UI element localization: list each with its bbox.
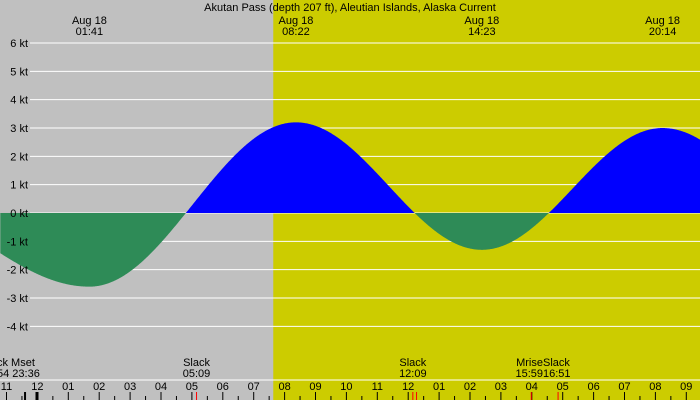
x-tick-label: 04 <box>155 381 167 393</box>
extreme-time-label: 08:22 <box>282 26 310 38</box>
event-time: 05:09 <box>183 368 211 380</box>
y-tick-label: 1 kt <box>10 180 28 192</box>
event-label: ck Mset <box>0 357 35 369</box>
x-tick-label: 03 <box>495 381 507 393</box>
x-tick-label: 10 <box>340 381 352 393</box>
x-axis-ticks: 11 12 01 02 03 04 05 06 07 08 09 10 11 12 01 02 03 04 05 06… <box>0 379 700 400</box>
y-tick-label: 5 kt <box>10 66 28 78</box>
event-label: Slack <box>399 357 426 369</box>
extreme-date-label: Aug 18 <box>464 15 499 27</box>
x-tick-label: 05 <box>557 381 569 393</box>
event-time: 16:51 <box>543 368 571 380</box>
y-tick-label: 4 kt <box>10 95 28 107</box>
x-tick-label: 04 <box>526 381 538 393</box>
extreme-time-label: 14:23 <box>468 26 496 38</box>
chart-title: Akutan Pass (depth 207 ft), Aleutian Isl… <box>204 2 496 14</box>
event-time: 12:09 <box>399 368 427 380</box>
y-tick-label: 2 kt <box>10 151 28 163</box>
event-label: Slack <box>183 357 210 369</box>
y-tick-label: -4 kt <box>7 321 28 333</box>
x-tick-label: 06 <box>587 381 599 393</box>
x-tick-label: 09 <box>309 381 321 393</box>
x-tick-label: 08 <box>278 381 290 393</box>
y-tick-label: -1 kt <box>7 236 28 248</box>
x-tick-label: 09 <box>680 381 692 393</box>
x-tick-label: 11 <box>1 381 12 393</box>
extreme-time-label: 20:14 <box>649 26 677 38</box>
x-tick-label: 12 <box>31 381 43 393</box>
x-tick-label: 12 <box>402 381 414 393</box>
extreme-date-label: Aug 18 <box>645 15 680 27</box>
y-tick-label: -3 kt <box>7 293 28 305</box>
event-time: 54 23:36 <box>0 368 40 380</box>
y-tick-label: 6 kt <box>10 38 28 50</box>
x-tick-label: 06 <box>217 381 229 393</box>
x-tick-label: 03 <box>124 381 136 393</box>
extreme-time-label: 01:41 <box>76 26 104 38</box>
x-tick-label: 01 <box>62 381 74 393</box>
x-tick-label: 02 <box>464 381 476 393</box>
event-label: Mrise <box>516 357 543 369</box>
x-tick-label: 07 <box>248 381 260 393</box>
y-tick-label: 0 kt <box>10 208 28 220</box>
event-label: Slack <box>543 357 570 369</box>
y-tick-label: -2 kt <box>7 265 28 277</box>
current-areas <box>0 122 700 287</box>
y-axis-labels: 6 kt 5 kt 4 kt 3 kt 2 kt 1 kt 0 kt -1 kt -2 kt -3… <box>7 38 28 333</box>
ebb-current-area <box>0 213 700 287</box>
x-tick-label: 01 <box>433 381 445 393</box>
x-tick-label: 08 <box>649 381 661 393</box>
x-tick-label: 05 <box>186 381 198 393</box>
x-tick-label: 07 <box>618 381 630 393</box>
event-time: 15:59 <box>515 368 543 380</box>
y-tick-label: 3 kt <box>10 123 28 135</box>
x-tick-label: 11 <box>372 381 383 393</box>
x-tick-label: 02 <box>93 381 105 393</box>
flood-current-area <box>0 122 700 213</box>
extreme-date-label: Aug 18 <box>72 15 107 27</box>
extreme-date-label: Aug 18 <box>278 15 313 27</box>
